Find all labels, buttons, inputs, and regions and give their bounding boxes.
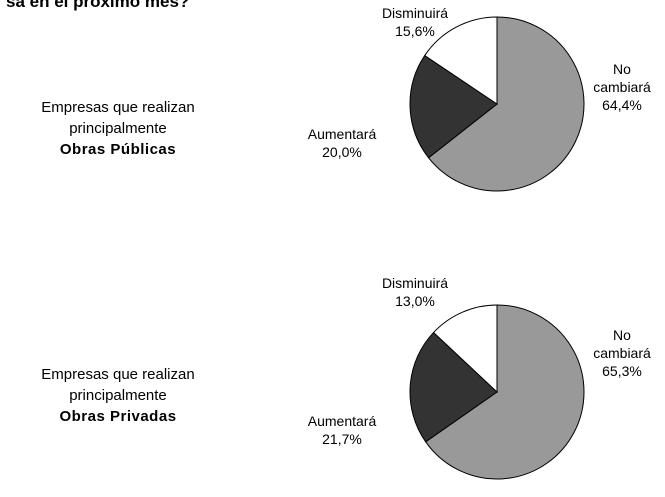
value-label: 65,3% [602,363,642,379]
slice-label: Aumentará 20,0% [297,125,387,161]
pie-slice [432,304,498,394]
value-label: 64,4% [602,97,642,113]
category-label: Aumentará [307,126,377,142]
description-line: principalmente [69,387,167,404]
description-line: Empresas que realizan [41,366,195,383]
pie-slice [409,331,498,443]
pie-slice [424,304,585,480]
slice-label: Aumentará 21,7% [297,412,387,448]
category-label: No cambiará [593,327,651,361]
group-name: Obras Públicas [59,141,177,158]
value-label: 20,0% [322,144,362,160]
group-name: Obras Privadas [59,408,177,425]
group-line: Obras Privadas [0,406,238,427]
description-line: principalmente [69,120,167,137]
slice-label: Disminuirá 13,0% [370,274,460,310]
pie-description: Empresas que realizan principalmente Obras… [0,97,238,160]
group-line: Obras Públicas [0,139,238,160]
category-label: Disminuirá [381,275,449,291]
slice-label: No cambiará 65,3% [592,326,652,380]
slice-label: Disminuirá 15,6% [370,4,460,40]
value-label: 21,7% [322,431,362,447]
pie-description: Empresas que realizan principalmente Obras… [0,364,238,427]
category-label: No cambiará [593,61,651,95]
category-label: Disminuirá [381,5,449,21]
pie-slice [409,54,498,159]
title: sa en el próximo mes? [6,0,190,11]
pie-slice [424,16,498,105]
value-label: 13,0% [395,293,435,309]
pie-slice [427,16,585,192]
value-label: 15,6% [395,23,435,39]
category-label: Aumentará [307,413,377,429]
slice-label: No cambiará 64,4% [592,60,652,114]
description-line: Empresas que realizan [41,99,195,116]
